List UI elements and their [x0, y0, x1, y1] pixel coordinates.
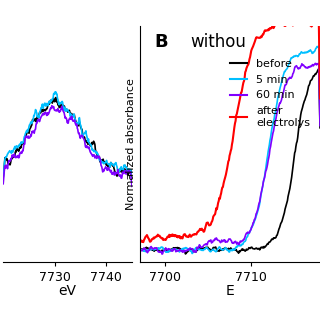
Text: withou: withou — [190, 33, 246, 51]
X-axis label: E: E — [226, 284, 234, 299]
Y-axis label: Normalized absorbance: Normalized absorbance — [125, 78, 136, 210]
Text: B: B — [154, 33, 168, 51]
Legend: before, 5 min, 60 min, after
electrolys: before, 5 min, 60 min, after electrolys — [226, 55, 315, 132]
X-axis label: eV: eV — [59, 284, 76, 299]
